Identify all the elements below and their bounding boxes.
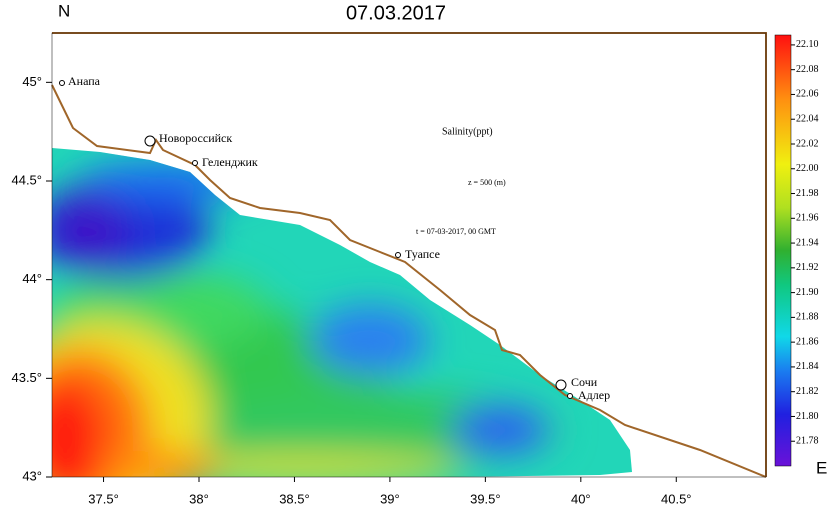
north-label: N (58, 1, 70, 20)
colorbar-tick-label: 21.90 (796, 287, 819, 298)
city-marker (59, 80, 65, 86)
y-tick-label: 44.5° (11, 172, 42, 187)
plot-border (51, 32, 767, 478)
x-tick-label: 39° (380, 491, 400, 506)
colorbar-tick-label: 21.98 (796, 188, 819, 199)
x-tick-label: 39.5° (470, 491, 501, 506)
colorbar-tick-label: 22.00 (796, 163, 819, 174)
y-tick-label: 43° (22, 468, 42, 483)
city-label: Новороссийск (159, 131, 232, 145)
annotation: t = 07-03-2017, 00 GMT (416, 227, 496, 236)
city-label: Туапсе (405, 247, 440, 261)
colorbar-tick-label: 22.04 (796, 114, 819, 125)
y-tick-label: 44° (22, 271, 42, 286)
colorbar-tick-label: 22.02 (796, 138, 819, 149)
city-label: Адлер (578, 388, 610, 402)
x-tick-label: 40° (571, 491, 591, 506)
colorbar-tick-label: 21.86 (796, 336, 819, 347)
colorbar-tick-label: 21.82 (796, 386, 819, 397)
colorbar-tick-label: 21.92 (796, 262, 819, 273)
x-tick-label: 38° (189, 491, 209, 506)
y-tick-label: 43.5° (11, 370, 42, 385)
colorbar-tick-label: 21.94 (796, 237, 819, 248)
colorbar-tick-label: 21.78 (796, 436, 819, 447)
city-marker (192, 160, 198, 166)
colorbar-tick-label: 22.08 (796, 64, 819, 75)
east-label: E (816, 458, 827, 477)
y-tick-label: 45° (22, 74, 42, 89)
colorbar-tick-label: 21.96 (796, 213, 819, 224)
annotation: z = 500 (m) (468, 178, 506, 187)
city-marker (555, 379, 567, 391)
salinity-field (52, 148, 632, 477)
x-tick-label: 40.5° (661, 491, 692, 506)
colorbar-tick-label: 21.88 (796, 312, 819, 323)
coastline (51, 84, 767, 478)
city-marker (567, 393, 573, 399)
title: 07.03.2017 (346, 2, 446, 24)
x-tick-label: 37.5° (88, 491, 119, 506)
colorbar-tick-label: 21.80 (796, 411, 819, 422)
city-marker (395, 252, 401, 258)
x-tick-label: 38.5° (279, 491, 310, 506)
colorbar-tick-label: 21.84 (796, 361, 819, 372)
colorbar (774, 34, 792, 467)
colorbar-tick-label: 22.06 (796, 89, 819, 100)
annotation: Salinity(ppt) (442, 126, 493, 137)
colorbar-tick-label: 22.10 (796, 39, 819, 50)
city-label: Анапа (68, 74, 101, 88)
city-label: Геленджик (202, 155, 258, 169)
city-label: Сочи (571, 375, 598, 389)
city-marker (144, 135, 156, 147)
